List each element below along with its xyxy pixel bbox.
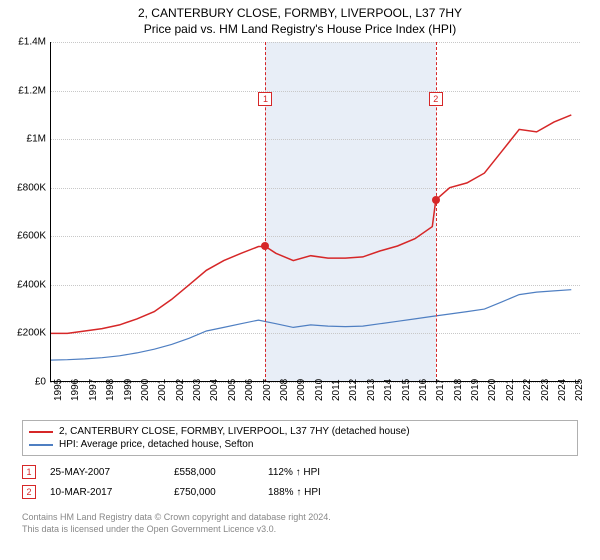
sale-marker-box: 1 <box>22 465 36 479</box>
credit-text: Contains HM Land Registry data © Crown c… <box>22 512 578 535</box>
sale-date: 25-MAY-2007 <box>50 467 160 478</box>
legend-swatch <box>29 431 53 433</box>
legend-swatch <box>29 444 53 446</box>
sale-price: £558,000 <box>174 467 254 478</box>
chart-subtitle: Price paid vs. HM Land Registry's House … <box>0 20 600 36</box>
line-series <box>50 42 580 382</box>
sale-date: 10-MAR-2017 <box>50 487 160 498</box>
sale-row-2: 2 10-MAR-2017 £750,000 188% ↑ HPI <box>22 482 578 502</box>
sale-marker-box: 2 <box>22 485 36 499</box>
legend: 2, CANTERBURY CLOSE, FORMBY, LIVERPOOL, … <box>22 420 578 456</box>
credit-line: Contains HM Land Registry data © Crown c… <box>22 512 578 524</box>
sale-row-1: 1 25-MAY-2007 £558,000 112% ↑ HPI <box>22 462 578 482</box>
sale-price: £750,000 <box>174 487 254 498</box>
legend-label: 2, CANTERBURY CLOSE, FORMBY, LIVERPOOL, … <box>59 426 410 437</box>
x-axis <box>50 381 580 382</box>
legend-item-property: 2, CANTERBURY CLOSE, FORMBY, LIVERPOOL, … <box>29 425 571 438</box>
sale-hpi: 188% ↑ HPI <box>268 487 368 498</box>
chart-container: 2, CANTERBURY CLOSE, FORMBY, LIVERPOOL, … <box>0 0 600 560</box>
chart-title: 2, CANTERBURY CLOSE, FORMBY, LIVERPOOL, … <box>0 0 600 20</box>
chart-plot-area: 12 £0£200K£400K£600K£800K£1M£1.2M£1.4M 1… <box>50 42 580 382</box>
sales-table: 1 25-MAY-2007 £558,000 112% ↑ HPI 2 10-M… <box>22 462 578 502</box>
sale-hpi: 112% ↑ HPI <box>268 467 368 478</box>
legend-item-hpi: HPI: Average price, detached house, Seft… <box>29 438 571 451</box>
legend-label: HPI: Average price, detached house, Seft… <box>59 439 253 450</box>
credit-line: This data is licensed under the Open Gov… <box>22 524 578 536</box>
y-axis <box>50 42 51 382</box>
